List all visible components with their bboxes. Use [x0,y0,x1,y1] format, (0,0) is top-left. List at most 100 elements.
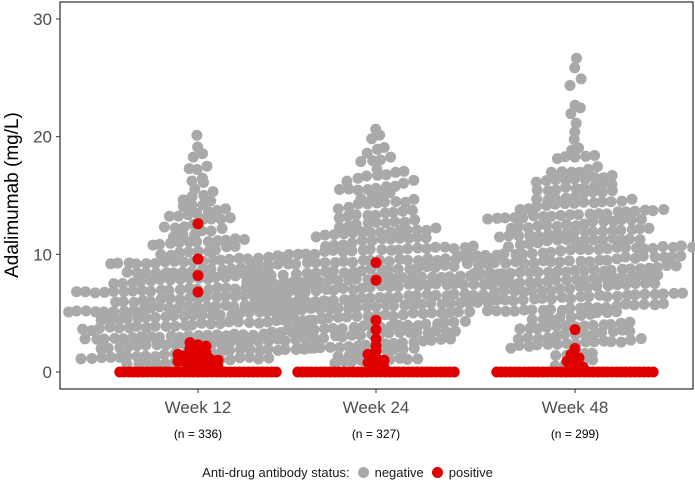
week-48-negative-point [649,288,661,300]
week-48-negative-point [530,176,542,188]
week-48-negative-point [575,291,587,302]
week-12-negative-point [140,322,152,334]
week-12-negative-point [136,331,147,343]
week-24-negative-point [421,243,433,255]
week-24-negative-point [346,237,358,249]
week-12-negative-point [229,240,241,252]
week-12-negative-point [224,337,236,349]
week-12-negative-point [98,333,110,345]
week-48-negative-point [597,225,609,237]
week-12-negative-point [169,255,180,267]
week-48-negative-point [568,134,580,145]
week-12-negative-point [108,278,120,290]
week-12-negative-point [117,333,129,345]
week-12-negative-point [197,148,208,160]
week-24-negative-point [412,242,424,254]
week-48-negative-point [536,292,548,304]
week-12-negative-point [205,263,217,275]
week-12-negative-point [198,177,209,188]
week-24-negative-point [361,170,372,182]
week-24-negative-point [401,224,413,236]
week-12-negative-point [154,274,166,285]
week-24-negative-point [263,287,275,299]
week-48-negative-point [550,350,562,361]
week-48-negative-point [514,204,526,215]
week-24-negative-point [376,244,388,256]
y-tick-label: 30 [33,10,52,29]
week-24-negative-point [297,343,309,355]
week-24-negative-point [379,207,391,219]
week-48-negative-point [647,205,659,217]
week-48-negative-point [565,293,577,305]
week-24-negative-point [287,276,299,288]
week-12-negative-point [234,307,246,319]
week-24-negative-point [318,295,330,307]
legend-negative-label: negative [374,464,424,480]
week-24-negative-point [314,276,325,288]
week-48-negative-point [575,255,587,267]
week-48-negative-point [616,214,627,226]
week-24-negative-point [372,169,383,181]
week-48-negative-point [514,266,526,278]
week-48-negative-point [498,248,510,260]
week-48-negative-point [560,274,572,286]
week-48-negative-point [541,321,553,333]
week-48-negative-point [494,231,505,243]
week-48-negative-point [498,285,510,297]
data-points [63,52,695,378]
week-24-negative-point [429,262,441,273]
week-12-negative-point [187,309,199,321]
week-48-negative-point [657,241,669,252]
week-48-negative-point [624,316,636,328]
week-12-negative-point [279,335,291,347]
week-12-negative-point [128,296,140,308]
week-12-negative-point [214,318,226,330]
week-12-negative-point [131,340,143,352]
week-24-negative-point [314,304,326,316]
week-24-negative-point [253,259,265,271]
week-12-negative-point [163,210,175,222]
week-12-negative-point [159,358,171,370]
week-48-negative-point [605,336,617,348]
week-24-negative-point [468,278,480,290]
week-48-negative-point [568,197,580,209]
week-48-negative-point [552,265,564,277]
week-48-negative-point [587,186,599,198]
week-12-negative-point [79,286,91,298]
week-12-negative-point [164,292,176,304]
week-48-negative-point [569,62,581,74]
week-12-negative-point [196,317,207,329]
week-24-negative-point [436,307,448,319]
week-12-negative-point [216,223,228,234]
week-12-negative-point [224,354,236,366]
week-48-negative-point [629,205,641,217]
week-48-negative-point [582,281,594,293]
week-48-negative-point [670,260,682,272]
week-24-negative-point [392,291,404,303]
week-24-negative-point [309,248,321,260]
week-48-negative-point [587,226,599,238]
y-tick-label: 10 [33,245,52,264]
week-48-negative-point [584,256,596,268]
week-48-negative-point [559,198,571,210]
week-12-positive-point [192,253,204,265]
week-12-negative-point [210,244,221,256]
week-24-negative-point [370,301,382,313]
week-24-negative-point [387,206,399,218]
week-48-negative-point [475,268,487,280]
week-24-negative-point [337,282,349,294]
week-24-negative-point [283,286,295,298]
week-12-negative-point [183,282,195,294]
week-12-negative-point [212,235,224,247]
week-12-negative-point [102,342,114,354]
y-tick-label: 0 [43,363,52,382]
week-12-negative-point [154,301,166,313]
week-24-negative-point [430,278,442,290]
week-12-negative-point [149,320,161,332]
week-48-negative-point [514,239,526,251]
week-48-negative-point [657,288,669,300]
x-tick-label: Week 24 [343,398,410,417]
week-48-negative-point [602,280,614,292]
week-48-negative-point [578,320,590,332]
legend-positive-label: positive [448,464,493,480]
